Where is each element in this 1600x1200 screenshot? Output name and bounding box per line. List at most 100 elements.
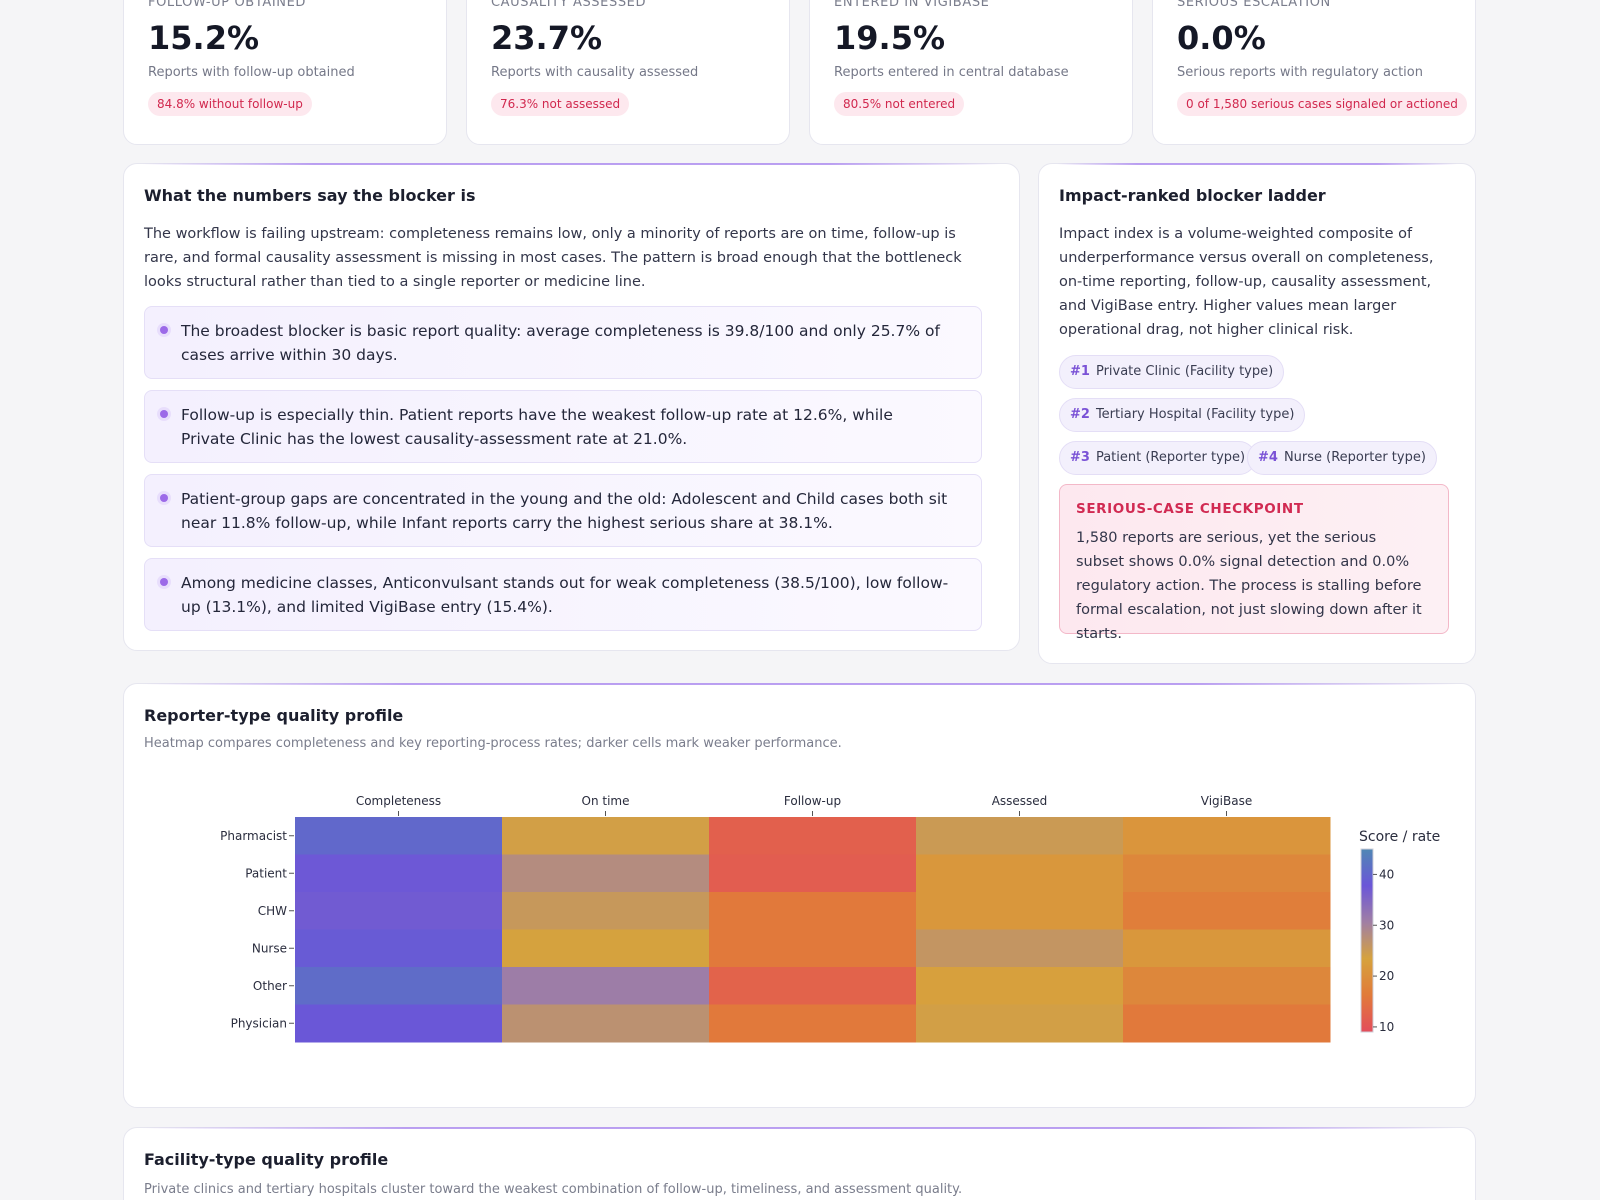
heatmap-cell — [502, 854, 710, 893]
serious-case-checkpoint: SERIOUS-CASE CHECKPOINT 1,580 reports ar… — [1059, 484, 1449, 642]
heatmap-cell — [1123, 1004, 1331, 1043]
kpi-value: 15.2% — [148, 19, 260, 57]
heatmap-cell — [502, 892, 710, 930]
kpi-status-badge: 76.3% not assessed — [491, 92, 630, 116]
y-tick-label: Nurse — [252, 941, 287, 955]
kpi-status-badge: 84.8% without follow-up — [148, 92, 312, 116]
heatmap-cell — [502, 817, 710, 855]
blocker-chip[interactable]: #1 Private Clinic (Facility type) — [1059, 355, 1285, 389]
colorbar-title: Score / rate — [1359, 829, 1440, 845]
section-title: Reporter-type quality profile — [144, 706, 404, 725]
ladder-intro: Impact index is a volume-weighted compos… — [1059, 226, 1434, 338]
finding-text: Among medicine classes, Anticonvulsant s… — [181, 574, 949, 616]
kpi-description: Reports entered in central database — [834, 65, 1069, 80]
y-tick-label: Physician — [231, 1016, 287, 1030]
colorbar — [1360, 848, 1374, 1033]
kpi-card-vigibase: Entered in VigiBase 19.5% Reports entere… — [809, 0, 1133, 145]
kpi-card-follow-up: Follow-up obtained 15.2% Reports with fo… — [123, 0, 447, 145]
blocker-intro: The workflow is failing upstream: comple… — [144, 226, 962, 290]
heatmap-cell — [916, 967, 1124, 1005]
heatmap-cell — [295, 854, 503, 893]
x-tick-label: Follow-up — [784, 794, 841, 808]
x-tick-label: Completeness — [356, 794, 441, 808]
heatmap-cell — [709, 967, 917, 1005]
blocker-ladder-card: Impact-ranked blocker ladder Impact inde… — [1038, 163, 1476, 664]
finding-text: The broadest blocker is basic report qua… — [181, 322, 940, 364]
heatmap-cell — [295, 1004, 503, 1043]
heatmap-cell — [709, 929, 917, 968]
chip-rank: #4 — [1258, 450, 1278, 465]
finding-item: Patient-group gaps are concentrated in t… — [144, 474, 982, 547]
kpi-description: Serious reports with regulatory action — [1177, 65, 1423, 80]
chip-rank: #3 — [1070, 450, 1090, 465]
kpi-value: 0.0% — [1177, 19, 1266, 57]
heatmap-cell — [709, 1004, 917, 1043]
bullet-dot-icon — [157, 491, 171, 505]
kpi-label: Entered in VigiBase — [834, 0, 990, 10]
heatmap-cell — [502, 929, 710, 968]
chip-label: Nurse (Reporter type) — [1283, 450, 1426, 465]
heatmap-cell — [709, 892, 917, 930]
bullet-dot-icon — [157, 407, 171, 421]
checkpoint-text: 1,580 reports are serious, yet the serio… — [1076, 530, 1422, 642]
finding-text: Follow-up is especially thin. Patient re… — [181, 406, 893, 448]
kpi-value: 23.7% — [491, 19, 603, 57]
blocker-summary-card: What the numbers say the blocker is The … — [123, 163, 1020, 651]
heatmap-cell — [916, 817, 1124, 855]
y-tick-label: Patient — [245, 866, 287, 880]
colorbar-tick-label: 30 — [1379, 918, 1394, 932]
heatmap-cell — [1123, 929, 1331, 968]
chip-label: Private Clinic (Facility type) — [1095, 364, 1274, 379]
heatmap-cell — [502, 967, 710, 1005]
heatmap-cell — [709, 854, 917, 893]
chip-label: Tertiary Hospital (Facility type) — [1095, 407, 1295, 422]
heatmap-cell — [295, 892, 503, 930]
kpi-card-serious-escalation: Serious escalation 0.0% Serious reports … — [1152, 0, 1476, 145]
heatmap-cell — [295, 929, 503, 968]
section-title: Facility-type quality profile — [144, 1150, 389, 1169]
chip-rank: #2 — [1070, 407, 1090, 422]
checkpoint-title: SERIOUS-CASE CHECKPOINT — [1076, 501, 1304, 517]
heatmap-cell — [1123, 892, 1331, 930]
heatmap-cell — [1123, 854, 1331, 893]
kpi-card-causality: Causality assessed 23.7% Reports with ca… — [466, 0, 790, 145]
y-tick-label: Pharmacist — [220, 829, 287, 843]
kpi-label: Causality assessed — [491, 0, 647, 10]
kpi-description: Reports with follow-up obtained — [148, 65, 355, 80]
heatmap-cell — [1123, 817, 1331, 855]
kpi-label: Follow-up obtained — [148, 0, 307, 10]
heatmap-cell — [295, 817, 503, 855]
heatmap-cell — [916, 929, 1124, 968]
bullet-dot-icon — [157, 323, 171, 337]
blocker-chip[interactable]: #4 Nurse (Reporter type) — [1247, 441, 1437, 475]
reporter-heatmap: Completeness On time Follow-up Assessed Vigi… — [220, 794, 1440, 1043]
blocker-chip[interactable]: #3 Patient (Reporter type) — [1059, 441, 1257, 475]
chip-label: Patient (Reporter type) — [1095, 450, 1246, 465]
reporter-profile-card: Reporter-type quality profile Heatmap co… — [123, 683, 1476, 1108]
y-tick-label: CHW — [258, 904, 287, 918]
kpi-value: 19.5% — [834, 19, 946, 57]
blocker-chip[interactable]: #2 Tertiary Hospital (Facility type) — [1059, 398, 1306, 432]
y-tick-label: Other — [253, 979, 287, 993]
heatmap-cell — [916, 854, 1124, 893]
heatmap-cell — [709, 817, 917, 855]
section-subtitle: Private clinics and tertiary hospitals c… — [144, 1182, 963, 1197]
colorbar-tick-label: 20 — [1379, 969, 1394, 983]
section-title: What the numbers say the blocker is — [144, 186, 476, 205]
heatmap-cell — [916, 1004, 1124, 1043]
section-subtitle: Heatmap compares completeness and key re… — [144, 736, 842, 751]
colorbar-tick-label: 40 — [1379, 867, 1394, 881]
section-title: Impact-ranked blocker ladder — [1059, 186, 1326, 205]
heatmap-cell — [1123, 967, 1331, 1005]
finding-item: Follow-up is especially thin. Patient re… — [144, 390, 982, 463]
x-tick-label: Assessed — [992, 794, 1048, 808]
x-tick-label: VigiBase — [1201, 794, 1252, 808]
finding-text: Patient-group gaps are concentrated in t… — [181, 490, 948, 532]
colorbar-tick-label: 10 — [1379, 1020, 1394, 1034]
heatmap-cell — [295, 967, 503, 1005]
heatmap-cell — [502, 1004, 710, 1043]
bullet-dot-icon — [157, 575, 171, 589]
kpi-description: Reports with causality assessed — [491, 65, 699, 80]
facility-profile-card: Facility-type quality profile Private cl… — [123, 1127, 1476, 1200]
chip-rank: #1 — [1070, 364, 1090, 379]
